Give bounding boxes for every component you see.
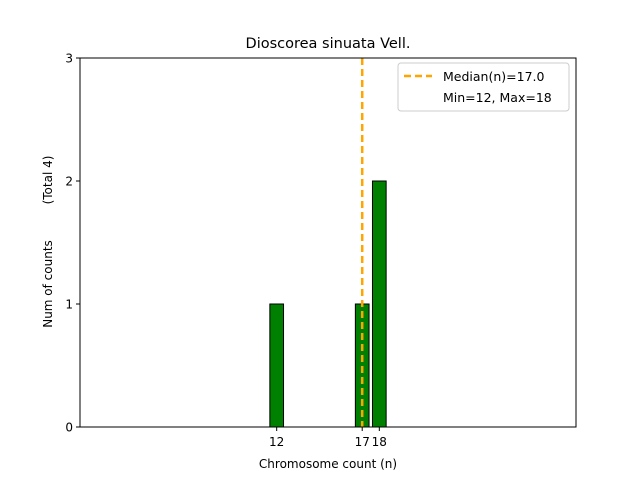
bars [269,180,387,428]
legend-box [397,62,570,112]
bar-12 [269,303,285,428]
y-tick-label-0: 0 [65,421,73,435]
legend-entry-range: Min=12, Max=18 [443,90,552,105]
y-tick-label-3: 3 [65,52,73,66]
x-tick-label-12: 12 [269,435,284,449]
x-tick-label-17: 17 [355,435,370,449]
x-axis-label: Chromosome count (n) [259,457,397,471]
x-tick-label-18: 18 [372,435,387,449]
legend: Median(n)=17.0 Min=12, Max=18 [397,62,570,112]
chart-title: Dioscorea sinuata Vell. [246,36,411,52]
y-tick-label-1: 1 [65,298,73,312]
bar-18 [371,180,387,428]
y-axis-total-label: (Total 4) [41,156,55,205]
y-axis-label: Num of counts [41,240,55,328]
legend-entry-median: Median(n)=17.0 [443,69,544,84]
plot-frame [79,57,577,428]
y-tick-label-2: 2 [65,175,73,189]
x-axis: 12 17 18 [269,427,387,449]
y-axis: 0 1 2 3 [65,52,80,435]
